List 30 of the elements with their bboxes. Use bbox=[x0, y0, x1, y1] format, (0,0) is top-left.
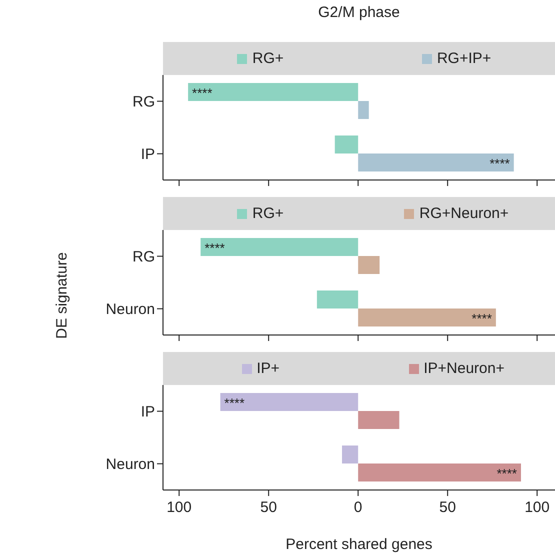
y-axis-title: DE signature bbox=[54, 251, 70, 341]
x-tick-label: 50 bbox=[260, 499, 277, 516]
annotation: **** bbox=[472, 310, 492, 326]
x-tick-label: 100 bbox=[166, 499, 192, 516]
legend-label: RG+ bbox=[252, 50, 284, 67]
legend-label: RG+IP+ bbox=[436, 50, 492, 67]
legend-label: RG+ bbox=[252, 205, 284, 222]
x-axis-title: Percent shared genes bbox=[284, 536, 434, 553]
annotation: **** bbox=[192, 85, 212, 100]
y-tick-label: IP bbox=[140, 404, 155, 421]
y-tick-label: RG bbox=[132, 94, 155, 111]
chart-title: G2/M phase bbox=[317, 4, 401, 21]
bar bbox=[220, 393, 358, 411]
legend-label: IP+ bbox=[256, 360, 280, 377]
x-tick-label: 0 bbox=[354, 499, 362, 516]
x-tick-label: 50 bbox=[439, 499, 456, 516]
annotation: **** bbox=[204, 240, 225, 256]
bar bbox=[342, 446, 358, 464]
y-tick-label: Neuron bbox=[106, 301, 155, 318]
x-tick-label: 100 bbox=[524, 499, 550, 516]
legend-label: RG+Neuron+ bbox=[419, 205, 509, 222]
annotation: **** bbox=[490, 156, 510, 171]
y-tick-label: IP bbox=[140, 146, 155, 164]
legend-label: IP+Neuron+ bbox=[424, 360, 504, 377]
annotation: **** bbox=[224, 395, 245, 410]
bar bbox=[358, 411, 400, 429]
annotation: **** bbox=[496, 466, 517, 481]
y-tick-label: Neuron bbox=[106, 456, 155, 474]
bar bbox=[358, 464, 521, 482]
y-tick-label: RG bbox=[132, 248, 155, 266]
